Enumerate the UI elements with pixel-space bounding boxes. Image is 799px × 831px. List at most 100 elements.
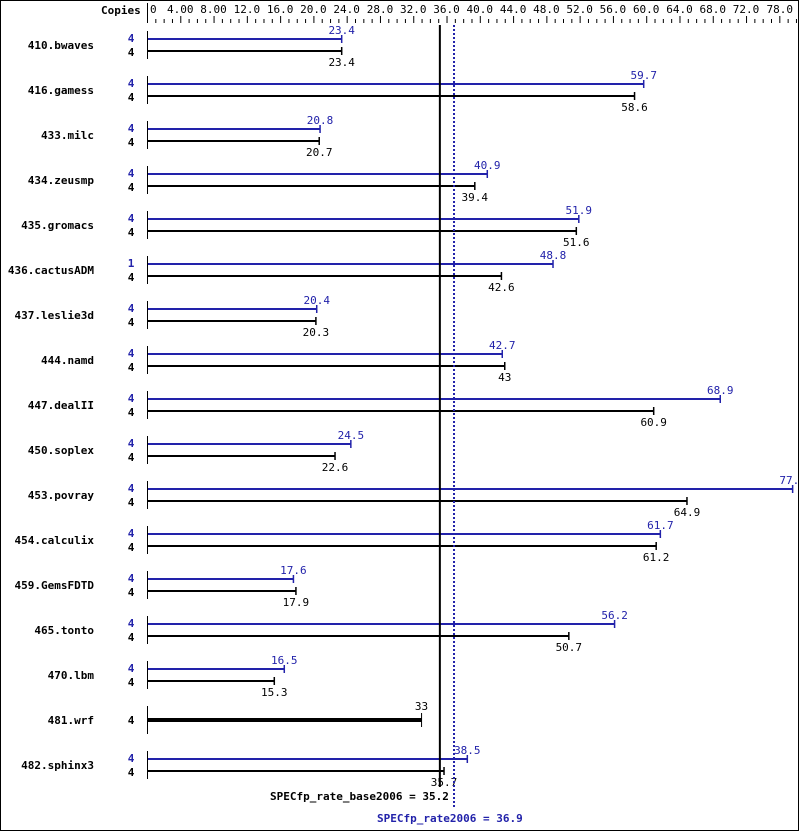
base-copies: 4 bbox=[128, 136, 135, 149]
peak-bar bbox=[148, 128, 321, 130]
copies-header: Copies bbox=[101, 4, 141, 17]
peak-value-label: 51.9 bbox=[566, 204, 593, 217]
peak-value-label: 16.5 bbox=[271, 654, 298, 667]
base-bar bbox=[148, 718, 422, 722]
benchmark-label: 433.milc bbox=[41, 129, 94, 142]
axis-tick-label: 24.0 bbox=[333, 3, 360, 16]
peak-bar bbox=[148, 308, 317, 310]
axis-tick-label: 28.0 bbox=[367, 3, 394, 16]
base-copies: 4 bbox=[128, 361, 135, 374]
benchmark-label: 465.tonto bbox=[34, 624, 94, 637]
benchmark-label: 447.dealII bbox=[28, 399, 94, 412]
peak-mean-label: SPECfp_rate2006 = 36.9 bbox=[377, 812, 523, 825]
peak-value-label: 59.7 bbox=[630, 69, 657, 82]
peak-copies: 4 bbox=[128, 572, 135, 585]
axis-tick-label: 78.0 bbox=[767, 3, 794, 16]
benchmark-label: 459.GemsFDTD bbox=[15, 579, 95, 592]
base-value-label: 15.3 bbox=[261, 686, 288, 699]
axis-tick-label: 4.00 bbox=[167, 3, 194, 16]
axis-tick-label: 44.0 bbox=[500, 3, 527, 16]
peak-bar bbox=[148, 758, 468, 760]
axis-tick-label: 68.0 bbox=[700, 3, 727, 16]
peak-value-label: 20.8 bbox=[307, 114, 334, 127]
peak-value-label: 20.4 bbox=[303, 294, 330, 307]
base-copies: 4 bbox=[128, 496, 135, 509]
base-copies: 4 bbox=[128, 541, 135, 554]
base-value-label: 42.6 bbox=[488, 281, 515, 294]
axis-tick-label: 60.0 bbox=[633, 3, 660, 16]
benchmark-label: 434.zeusmp bbox=[28, 174, 95, 187]
benchmark-label: 482.sphinx3 bbox=[21, 759, 94, 772]
axis-tick-label: 8.00 bbox=[200, 3, 227, 16]
base-bar bbox=[148, 275, 502, 277]
peak-value-label: 42.7 bbox=[489, 339, 516, 352]
peak-bar bbox=[148, 173, 488, 175]
peak-bar bbox=[148, 443, 351, 445]
benchmark-label: 444.namd bbox=[41, 354, 94, 367]
peak-bar bbox=[148, 578, 294, 580]
peak-value-label: 77.6 bbox=[779, 474, 798, 487]
axis-tick-label: 40.0 bbox=[467, 3, 494, 16]
axis-tick-label: 12.0 bbox=[234, 3, 261, 16]
base-bar bbox=[148, 230, 577, 232]
base-copies: 4 bbox=[128, 316, 135, 329]
peak-value-label: 38.5 bbox=[454, 744, 481, 757]
benchmark-label: 410.bwaves bbox=[28, 39, 94, 52]
base-bar bbox=[148, 455, 336, 457]
peak-copies: 4 bbox=[128, 437, 135, 450]
axis-tick-label: 48.0 bbox=[533, 3, 560, 16]
peak-copies: 4 bbox=[128, 617, 135, 630]
benchmark-label: 435.gromacs bbox=[21, 219, 94, 232]
peak-copies: 4 bbox=[128, 212, 135, 225]
base-value-label: 20.3 bbox=[303, 326, 330, 339]
base-value-label: 39.4 bbox=[462, 191, 489, 204]
base-copies: 4 bbox=[128, 631, 135, 644]
peak-value-label: 68.9 bbox=[707, 384, 734, 397]
peak-copies: 1 bbox=[128, 257, 135, 270]
base-bar bbox=[148, 635, 569, 637]
base-copies: 4 bbox=[128, 91, 135, 104]
peak-copies: 4 bbox=[128, 32, 135, 45]
axis-tick-label: 20.0 bbox=[300, 3, 327, 16]
base-value-label: 51.6 bbox=[563, 236, 590, 249]
base-value-label: 33 bbox=[415, 700, 428, 713]
base-copies: 4 bbox=[128, 406, 135, 419]
peak-value-label: 23.4 bbox=[328, 24, 355, 37]
base-copies: 4 bbox=[128, 226, 135, 239]
base-value-label: 20.7 bbox=[306, 146, 333, 159]
peak-bar bbox=[148, 263, 554, 265]
benchmark-label: 453.povray bbox=[28, 489, 95, 502]
peak-bar bbox=[148, 83, 644, 85]
peak-copies: 4 bbox=[128, 392, 135, 405]
axis-tick-label: 72.0 bbox=[733, 3, 760, 16]
base-bar bbox=[148, 140, 320, 142]
peak-copies: 4 bbox=[128, 77, 135, 90]
base-bar bbox=[148, 545, 657, 547]
base-mean-label: SPECfp_rate_base2006 = 35.2 bbox=[270, 790, 449, 803]
base-bar bbox=[148, 185, 475, 187]
benchmark-label: 454.calculix bbox=[15, 534, 95, 547]
peak-value-label: 17.6 bbox=[280, 564, 307, 577]
base-value-label: 43 bbox=[498, 371, 511, 384]
benchmark-label: 470.lbm bbox=[48, 669, 95, 682]
base-bar bbox=[148, 500, 687, 502]
base-bar bbox=[148, 770, 445, 772]
axis-tick-label: 52.0 bbox=[566, 3, 593, 16]
base-value-label: 22.6 bbox=[322, 461, 349, 474]
peak-value-label: 40.9 bbox=[474, 159, 501, 172]
peak-copies: 4 bbox=[128, 167, 135, 180]
base-bar bbox=[148, 50, 342, 52]
base-value-label: 58.6 bbox=[621, 101, 648, 114]
base-bar bbox=[148, 95, 635, 97]
peak-copies: 4 bbox=[128, 347, 135, 360]
base-copies: 4 bbox=[128, 46, 135, 59]
base-copies: 4 bbox=[128, 714, 135, 727]
benchmark-label: 437.leslie3d bbox=[15, 309, 94, 322]
base-bar bbox=[148, 410, 654, 412]
axis-tick-label: 36.0 bbox=[433, 3, 460, 16]
peak-bar bbox=[148, 488, 793, 490]
axis-tick-label: 32.0 bbox=[400, 3, 427, 16]
axis-tick-label: 64.0 bbox=[666, 3, 693, 16]
benchmark-label: 450.soplex bbox=[28, 444, 95, 457]
